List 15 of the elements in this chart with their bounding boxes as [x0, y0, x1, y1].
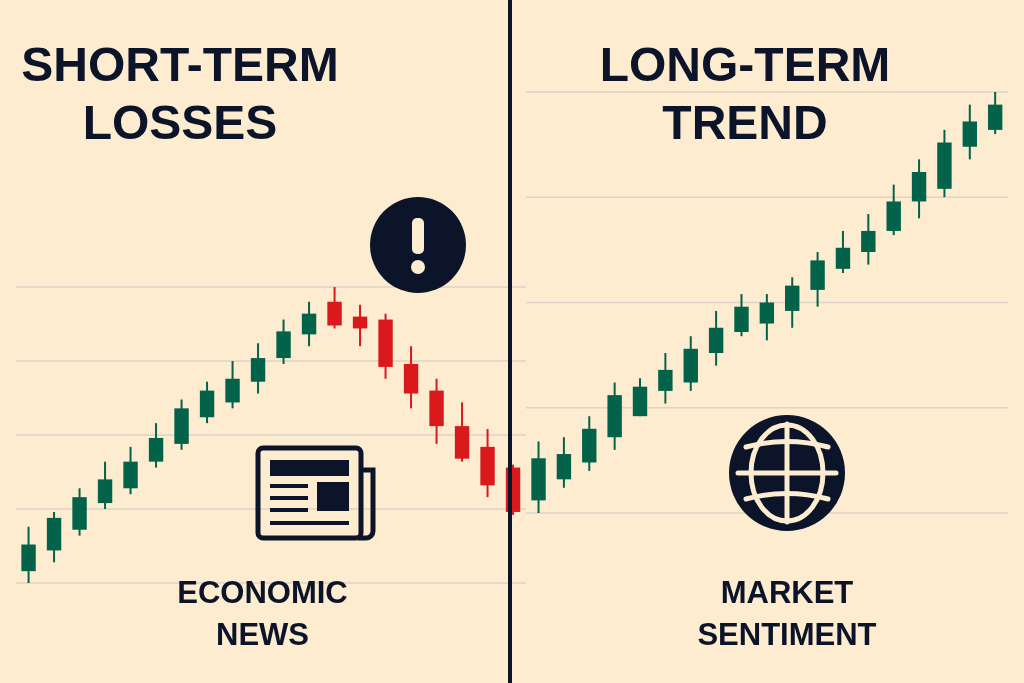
candlestick [97, 460, 113, 510]
candlestick [835, 229, 851, 275]
candlestick [301, 300, 317, 348]
annotation: ECONOMIC NEWS [176, 574, 349, 654]
chart-title: LONG-TERM TREND [598, 37, 892, 151]
candlestick [225, 360, 240, 410]
candlestick [327, 287, 342, 330]
candlestick [250, 342, 266, 395]
candlestick [352, 303, 368, 348]
candlestick [148, 422, 164, 469]
candlestick [759, 293, 775, 342]
chart-title: SHORT-TERM LOSSES [20, 37, 340, 151]
candlestick [861, 213, 876, 266]
text: MARKET SENTIMENT [696, 574, 878, 654]
candlestick [658, 352, 673, 405]
